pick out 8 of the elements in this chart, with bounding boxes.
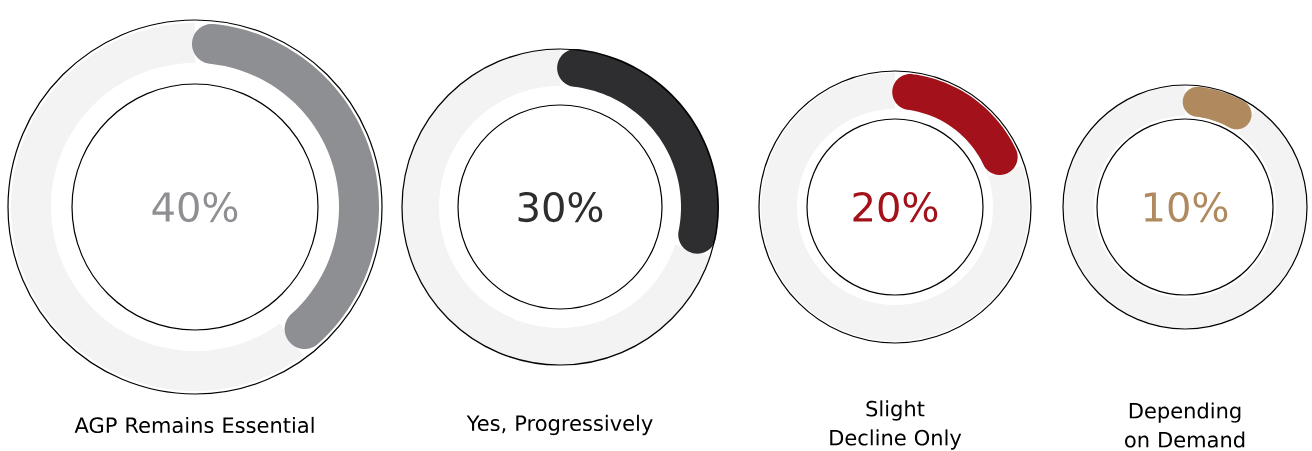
- text: 10%: [1144, 191, 1228, 223]
- text: Depending on Demand: [1125, 402, 1245, 448]
- text: 20%: [853, 191, 938, 223]
- text: 40%: [152, 191, 238, 223]
- text: Yes, Progressively: [466, 414, 653, 436]
- text: 30%: [518, 191, 603, 223]
- text: AGP Remains Essential: [74, 416, 314, 434]
- text: Slight Decline Only: [830, 400, 962, 450]
